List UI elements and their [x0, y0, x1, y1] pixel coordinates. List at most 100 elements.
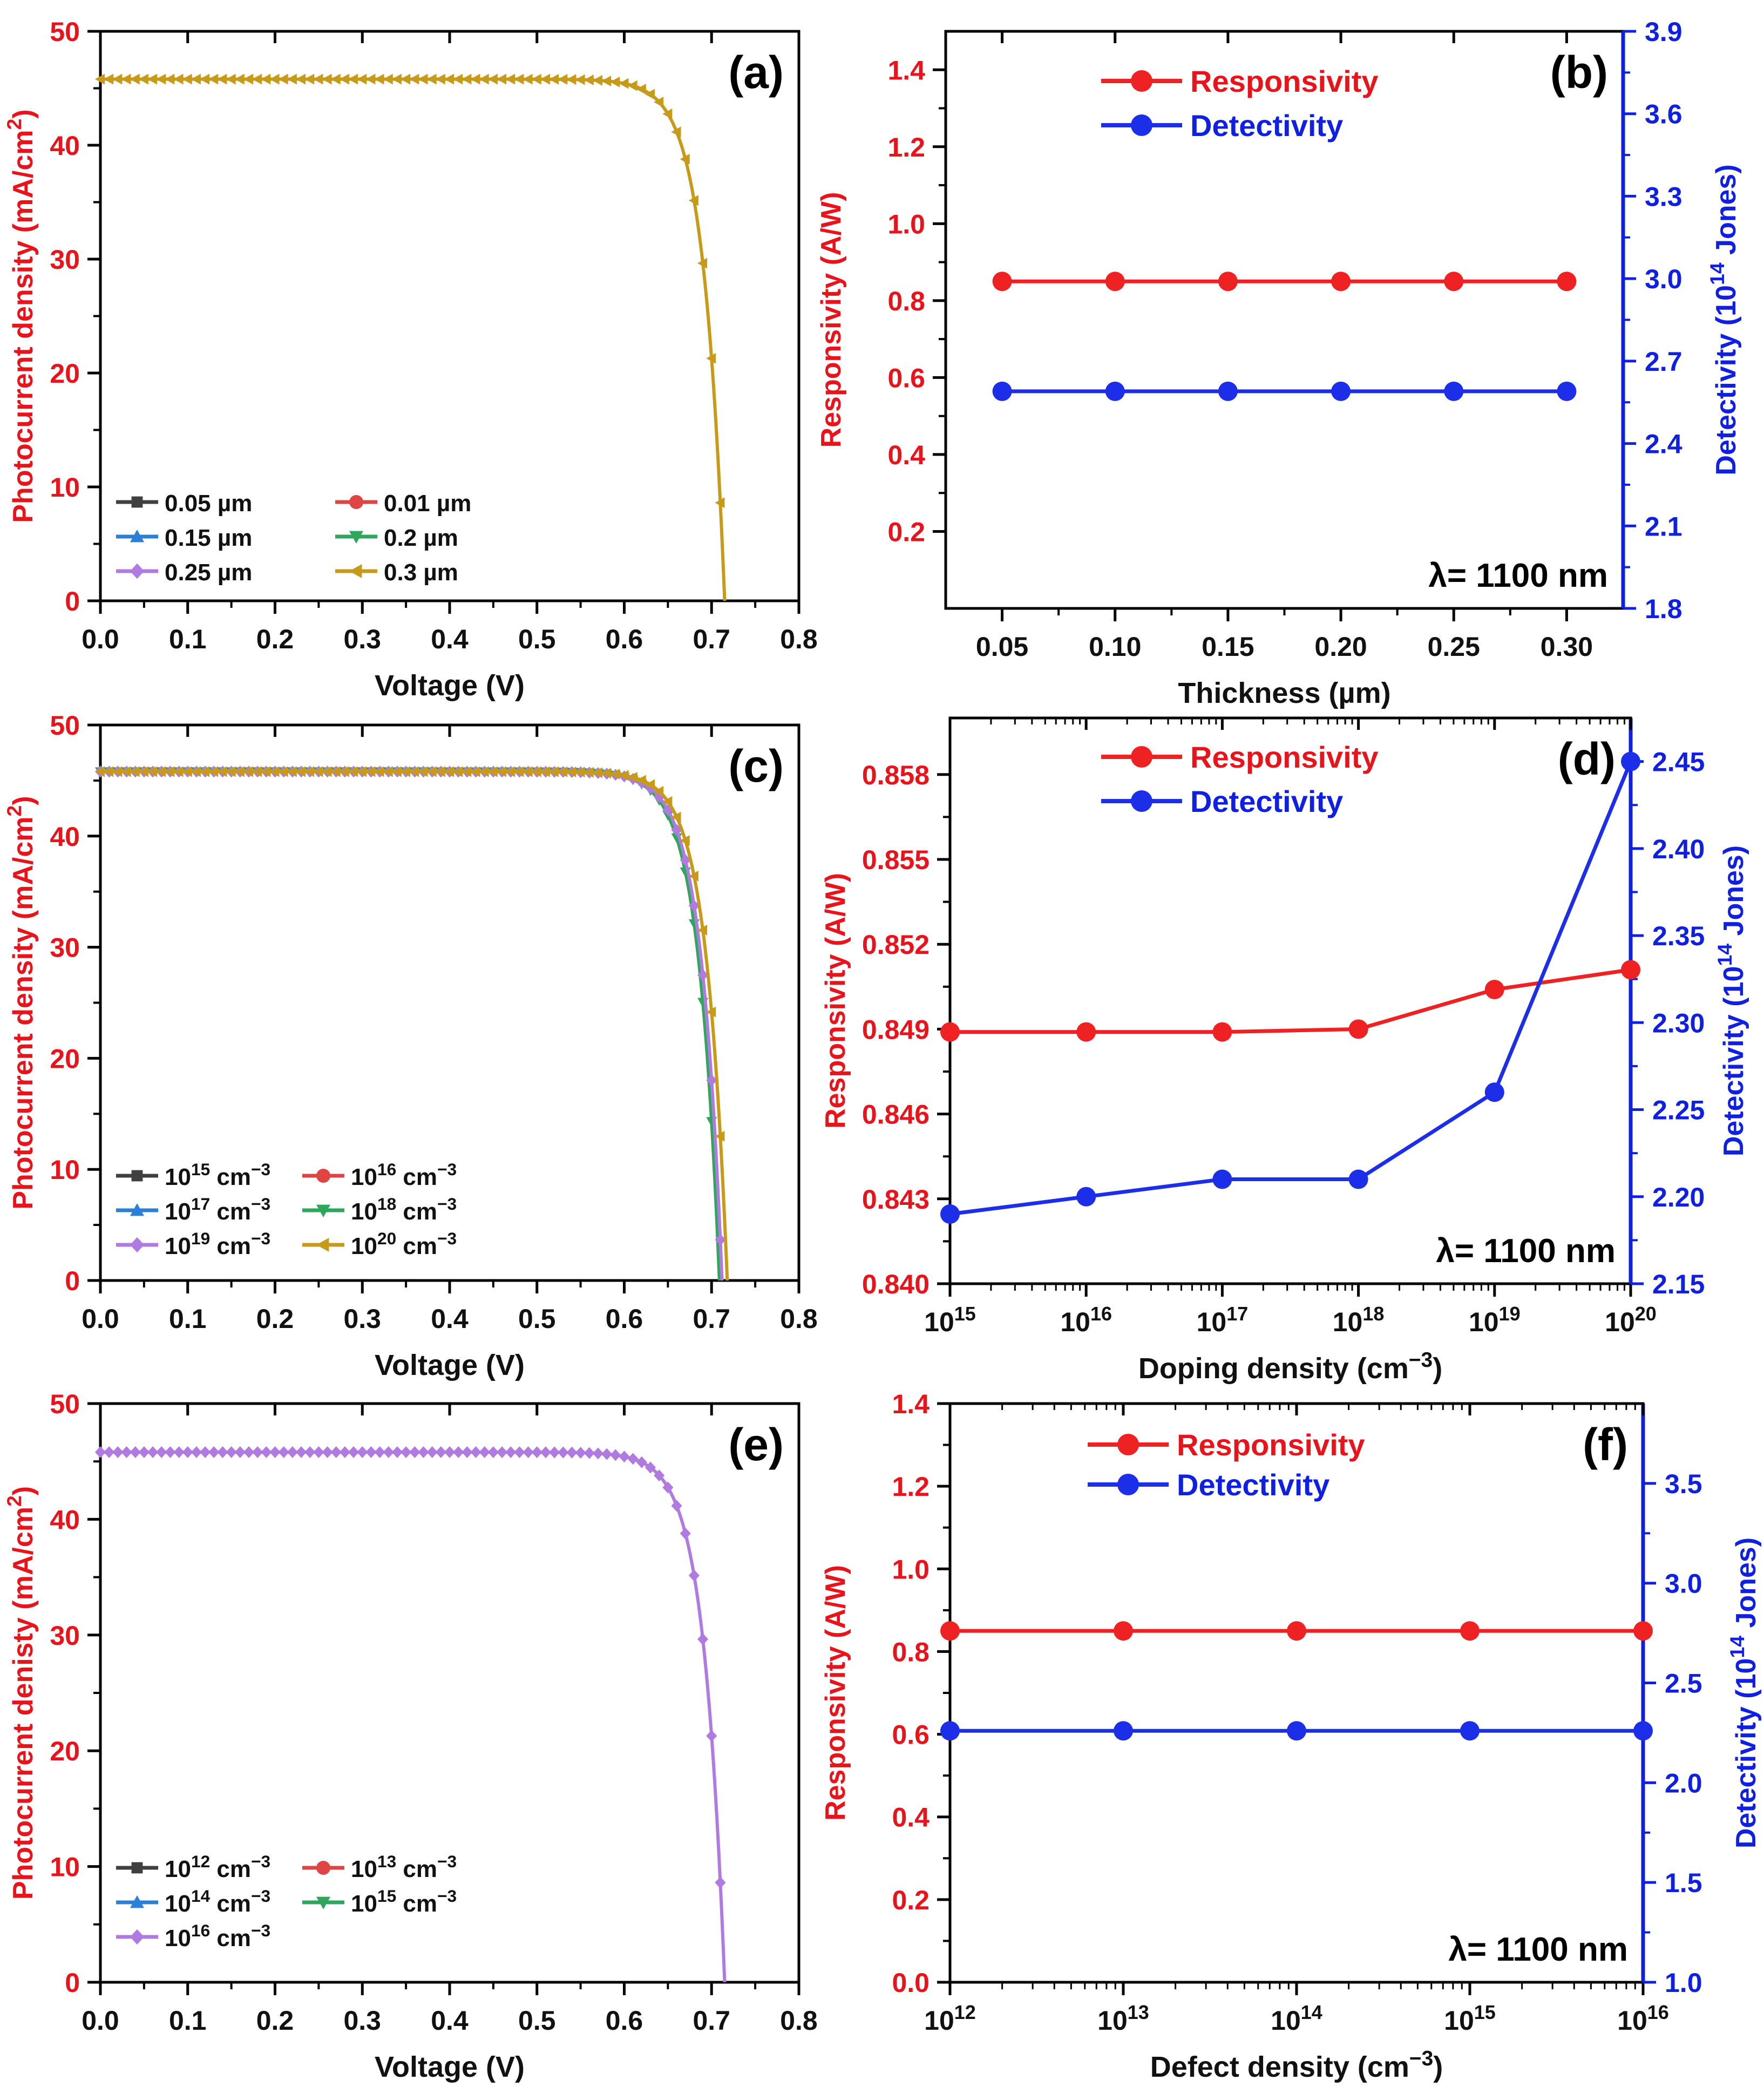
panel-c-curve-point: [645, 779, 655, 790]
panel-a-curve-point: [191, 73, 201, 85]
panel-d-y-axis-label: Responsivity (A/W): [820, 873, 851, 1129]
panel-a-curve-point: [627, 80, 637, 91]
panel-b-detectivity-point: [1444, 381, 1464, 401]
panel-e-legend-swatch-marker: [316, 1861, 330, 1875]
panel-c-y-tick-label: 20: [50, 1043, 80, 1074]
panel-e-legend-label: 1013 cm−3: [351, 1852, 457, 1882]
panel-e-curve-point: [592, 1447, 603, 1460]
panel-c-curve-point: [365, 766, 376, 777]
panel-c-label: (c): [728, 741, 784, 791]
panel-e: 0.0 0.1 0.2 0.3 0.4 0.5 0.6 0.7 0.8 Voltage (V) 0 1…: [3, 1389, 818, 2083]
panel-b-wavelength-annotation: λ= 1100 nm: [1428, 557, 1608, 594]
panel-c-curve-point: [680, 854, 691, 866]
panel-f-y2-tick-label: 1.0: [1665, 1968, 1702, 1998]
panel-a-legend-label: 0.01 µm: [384, 490, 471, 517]
panel-e-curve-point: [165, 1446, 176, 1459]
panel-d-y2-tick-label: 2.25: [1652, 1095, 1705, 1126]
panel-c-curve-point: [401, 766, 411, 777]
panel-e-curve-point: [514, 1446, 525, 1459]
panel-c-curve-point: [566, 767, 576, 778]
panel-a-curve-point: [462, 73, 472, 85]
panel-e-curve-point: [558, 1446, 569, 1459]
panel-e-curve-point: [601, 1448, 613, 1460]
panel-c-curve-point: [357, 766, 367, 777]
panel-c-curve-point: [409, 766, 419, 777]
panel-b-responsivity-point: [1331, 272, 1351, 292]
panel-c-curve-point: [610, 768, 620, 780]
panel-a-legend-swatch-marker: [131, 496, 143, 508]
panel-e-curve-point: [226, 1446, 237, 1459]
panel-e-legend-swatch-marker: [130, 1929, 144, 1945]
panel-b-y-axis-label: Responsivity (A/W): [816, 192, 847, 448]
panel-f-x-tick-label: 1016: [1617, 2001, 1669, 2036]
panel-a-curve-point: [514, 73, 524, 85]
panel-e-y-tick-label: 50: [50, 1389, 80, 1419]
panel-e-x-tick-label: 0.6: [606, 2005, 643, 2036]
panel-c-curve-point: [531, 766, 541, 777]
panel-a-legend-swatch-marker: [349, 564, 362, 578]
panel-e-curve-point: [697, 1633, 709, 1645]
panel-a-curve-point: [234, 73, 245, 85]
panel-e-curve-point: [487, 1446, 499, 1459]
panel-a-curve-point: [671, 126, 681, 138]
panel-d-x-axis-label: Doping density (cm−3): [1138, 1348, 1442, 1385]
panel-a-curve-point: [339, 73, 349, 85]
panel-a-x-axis-label: Voltage (V): [375, 669, 525, 702]
panel-a-legend-swatch-marker: [130, 530, 144, 543]
panel-e-curve-point: [654, 1469, 665, 1482]
panel-c-curve-point: [706, 1074, 717, 1087]
panel-e-curve-point: [130, 1446, 141, 1459]
panel-a-curve-point: [401, 73, 411, 85]
panel-a-curve-point: [104, 73, 114, 85]
panel-e-curve-point: [680, 1527, 691, 1540]
panel-a-legend-label: 0.15 µm: [165, 525, 252, 551]
panel-e-curve-point: [374, 1446, 385, 1459]
panel-c-x-tick-label: 0.2: [256, 1304, 294, 1334]
panel-c-curve-point: [435, 766, 445, 777]
panel-a-curve-point: [566, 74, 576, 85]
panel-e-curve-point: [156, 1446, 167, 1459]
panel-c-curve-point: [680, 835, 690, 846]
panel-e-curve-point: [453, 1446, 464, 1459]
panel-c-curve-point: [156, 766, 166, 777]
panel-c-curve-point: [697, 924, 708, 936]
panel-e-curve-point: [217, 1446, 228, 1459]
panel-c-curve-point: [619, 770, 629, 781]
panel-e-curve-point: [339, 1446, 350, 1459]
panel-e-y-tick-label: 10: [50, 1852, 80, 1882]
panel-a-curve-point: [138, 73, 148, 85]
panel-a-curve-point: [252, 73, 262, 85]
panel-a-curve-point: [357, 73, 367, 85]
panel-c-curve-point: [636, 775, 646, 786]
panel-a-curve-point: [322, 73, 332, 85]
panel-d-legend-label: Responsivity: [1190, 740, 1379, 774]
panel-a-curve-point: [200, 73, 210, 85]
panel-f-y-tick-label: 0.6: [892, 1720, 930, 1750]
panel-e-curve-point: [278, 1446, 289, 1459]
panel-d: 1015 1016 1017 1018 1019 1020 Doping density (…: [820, 716, 1749, 1385]
panel-f-x-tick-label: 1015: [1444, 2001, 1496, 2036]
panel-c-y-tick-label: 10: [50, 1155, 80, 1185]
panel-a-x-tick-label: 0.8: [780, 624, 818, 654]
panel-b-detectivity-point: [1557, 381, 1577, 401]
panel-e-curve-point: [383, 1446, 394, 1459]
panel-c-curve-point: [444, 766, 454, 777]
panel-f-responsivity-point: [1460, 1621, 1480, 1641]
panel-a-curve-point: [374, 73, 384, 85]
panel-a-curve-point: [182, 73, 192, 85]
panel-c-curve-point: [138, 766, 148, 777]
panel-d-y2-tick-label: 2.40: [1652, 834, 1705, 864]
panel-a-curve-point: [584, 74, 594, 86]
panel-c-legend-label: 1020 cm−3: [351, 1229, 457, 1259]
panel-d-y2-axis-label: Detectivity (1014 Jones): [1713, 845, 1749, 1156]
panel-c-x-tick-label: 0.6: [606, 1304, 643, 1334]
panel-f-responsivity-point: [940, 1621, 960, 1641]
panel-a-legend-label: 0.3 µm: [384, 559, 458, 586]
panel-c-curve-point: [575, 767, 585, 778]
panel-c-x-axis-label: Voltage (V): [375, 1349, 525, 1381]
panel-c-legend-label: 1018 cm−3: [351, 1194, 457, 1225]
panel-b-x-tick-label: 0.20: [1314, 632, 1367, 662]
panel-f-y2-tick-label: 3.5: [1665, 1469, 1702, 1499]
panel-f-detectivity-point: [940, 1721, 960, 1741]
panel-d-x-tick-label: 1015: [924, 1303, 976, 1338]
